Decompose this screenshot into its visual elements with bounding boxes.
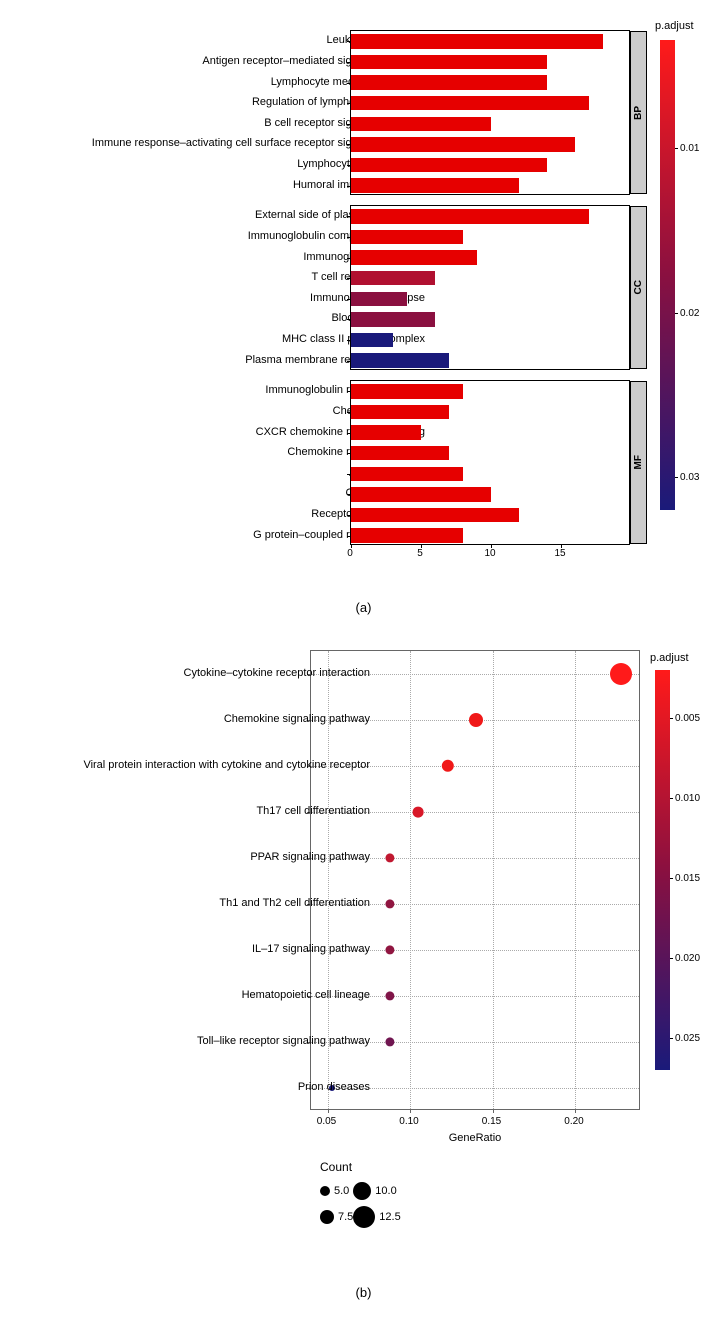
bar (351, 250, 477, 264)
panel-a-container: Leukocyte migrationAntigen receptor–medi… (10, 10, 710, 570)
dot (386, 945, 395, 954)
dot (413, 807, 424, 818)
bar (351, 425, 421, 439)
bar (351, 209, 589, 223)
bar (351, 292, 407, 306)
y-label-b: Toll–like receptor signaling pathway (197, 1035, 370, 1047)
colorbar-b-tick: 0.015 (675, 873, 700, 884)
dot (442, 760, 454, 772)
legend-dot (320, 1210, 334, 1224)
bar (351, 137, 575, 151)
x-tick-a: 0 (347, 548, 353, 559)
dot (386, 991, 395, 1000)
colorbar-b-title: p.adjust (650, 652, 689, 664)
x-tick-b: 0.15 (482, 1116, 501, 1127)
bar (351, 333, 393, 347)
y-label-b: Cytokine–cytokine receptor interaction (184, 667, 370, 679)
facet-strip-bp: BP (630, 31, 647, 194)
x-tick-a: 5 (417, 548, 423, 559)
colorbar-b-tick: 0.020 (675, 953, 700, 964)
bar (351, 446, 449, 460)
bar (351, 178, 519, 192)
bar (351, 96, 589, 110)
colorbar-b-tick: 0.025 (675, 1033, 700, 1044)
colorbar-b-tick: 0.005 (675, 713, 700, 724)
dot (610, 663, 632, 685)
legend-value: 7.5 (338, 1211, 353, 1223)
facet-mf: MF (350, 380, 630, 545)
legend-dot (353, 1206, 375, 1228)
panel-b-container: p.adjust Count 5.0 7.5 10.0 12.5 0.05 0.10 0.1… (10, 630, 710, 1280)
dot (469, 713, 483, 727)
legend-dot (353, 1182, 371, 1200)
bar (351, 55, 547, 69)
colorbar-a-tick: 0.02 (680, 308, 699, 319)
colorbar-a-title: p.adjust (655, 20, 694, 32)
bar (351, 353, 449, 367)
colorbar-a-tick: 0.03 (680, 472, 699, 483)
x-tick-a: 10 (484, 548, 495, 559)
x-tick-a: 15 (554, 548, 565, 559)
bar (351, 34, 603, 48)
bar (351, 487, 491, 501)
bar (351, 528, 463, 542)
dot (386, 853, 395, 862)
y-label-b: Prion diseases (298, 1081, 370, 1093)
facet-strip-cc: CC (630, 206, 647, 369)
dot (386, 1037, 395, 1046)
panel-a-label: (a) (10, 600, 717, 615)
y-label-b: Chemokine signaling pathway (224, 713, 370, 725)
legend-value: 5.0 (334, 1185, 349, 1197)
x-tick-b: 0.20 (564, 1116, 583, 1127)
legend-value: 12.5 (379, 1211, 400, 1223)
bar (351, 508, 519, 522)
colorbar-a-tick: 0.01 (680, 143, 699, 154)
bar (351, 158, 547, 172)
legend-dot (320, 1186, 330, 1196)
y-label-b: Th1 and Th2 cell differentiation (219, 897, 370, 909)
facet-strip-mf: MF (630, 381, 647, 544)
y-label-b: IL–17 signaling pathway (252, 943, 370, 955)
facet-cc: CC (350, 205, 630, 370)
colorbar-b (655, 670, 670, 1070)
bar (351, 384, 463, 398)
facet-bp: BP (350, 30, 630, 195)
colorbar-a (660, 40, 675, 510)
panel-b-label: (b) (10, 1285, 717, 1300)
y-label-b: Viral protein interaction with cytokine … (83, 759, 370, 771)
panel-a-x-axis: 0 5 10 15 (350, 548, 630, 563)
y-label-b: PPAR signaling pathway (250, 851, 370, 863)
bar (351, 117, 491, 131)
colorbar-b-tick: 0.010 (675, 793, 700, 804)
bar (351, 271, 435, 285)
y-label-b: Hematopoietic cell lineage (242, 989, 370, 1001)
bar (351, 230, 463, 244)
bar (351, 312, 435, 326)
y-label-b: Th17 cell differentiation (256, 805, 370, 817)
x-tick-b: 0.05 (317, 1116, 336, 1127)
dot (386, 899, 395, 908)
size-legend-title: Count (320, 1160, 401, 1174)
bar (351, 467, 463, 481)
x-title-b: GeneRatio (449, 1132, 502, 1144)
x-tick-b: 0.10 (399, 1116, 418, 1127)
legend-value: 10.0 (375, 1185, 396, 1197)
bar (351, 405, 449, 419)
size-legend-b: Count 5.0 7.5 10.0 12.5 (320, 1160, 401, 1230)
bar (351, 75, 547, 89)
